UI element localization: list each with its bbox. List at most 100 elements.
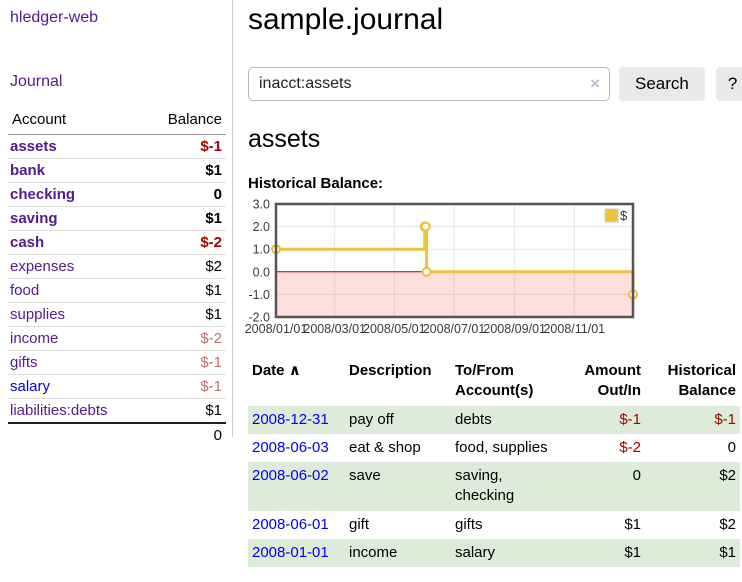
account-balance: $1 xyxy=(143,206,226,231)
account-balance: $-1 xyxy=(143,374,226,399)
account-link-gifts[interactable]: gifts xyxy=(10,354,38,371)
transaction-accounts: salary xyxy=(455,543,496,561)
accounts-total-row: 0 xyxy=(8,422,226,447)
transaction-amount: $-1 xyxy=(619,410,641,428)
svg-text:0.0: 0.0 xyxy=(253,265,270,279)
date-column-header[interactable]: Date ∧ xyxy=(252,362,301,379)
description-column-header: Description xyxy=(349,362,432,379)
register-row: 2008-01-01 income salary $1 $1 xyxy=(248,538,740,567)
sidebar: hledger-web Journal Account Balance asse… xyxy=(0,0,233,447)
accounts-total-value: 0 xyxy=(143,422,226,447)
transaction-description: income xyxy=(349,543,398,561)
transaction-amount: $1 xyxy=(624,515,641,533)
transaction-balance: $-1 xyxy=(714,410,736,428)
sort-ascending-icon[interactable]: ∧ xyxy=(288,362,301,379)
transaction-description: eat & shop xyxy=(349,438,421,456)
register-row: 2008-06-01 gift gifts $1 $2 xyxy=(248,511,740,539)
account-row-supplies: supplies $1 xyxy=(8,302,226,327)
account-balance: $2 xyxy=(143,254,226,279)
account-row-salary: salary $-1 xyxy=(8,374,226,399)
account-link-assets[interactable]: assets xyxy=(10,138,57,155)
transaction-accounts: gifts xyxy=(455,515,483,533)
transaction-accounts: debts xyxy=(455,410,492,428)
chart-canvas[interactable]: $3.0 2.0 1.0 0.0 -1.0 -2.02008/01/012008/03/0… xyxy=(243,197,742,345)
account-link-salary[interactable]: salary xyxy=(10,378,51,395)
balance-column-header: Balance xyxy=(143,107,226,135)
chart-label: Historical Balance: xyxy=(248,175,384,192)
transaction-date-link[interactable]: 2008-01-01 xyxy=(252,543,329,561)
transaction-amount: $-2 xyxy=(619,438,641,456)
transaction-balance: $2 xyxy=(719,467,736,484)
help-button[interactable]: ? xyxy=(715,67,742,101)
account-row-assets: assets $-1 xyxy=(8,134,226,159)
account-balance: $-1 xyxy=(143,350,226,375)
journal-title: sample.journal xyxy=(248,3,444,36)
account-heading: assets xyxy=(248,125,321,153)
transaction-description: save xyxy=(349,467,381,484)
register-row: 2008-12-31 pay off debts $-1 $-1 xyxy=(248,405,740,434)
svg-text:2008/05/01: 2008/05/01 xyxy=(363,322,426,336)
transaction-description: gift xyxy=(349,515,370,533)
search-bar: × Search ? xyxy=(248,67,742,101)
svg-text:2008/03/01: 2008/03/01 xyxy=(303,322,366,336)
svg-text:-1.0: -1.0 xyxy=(248,288,270,302)
account-balance: $1 xyxy=(143,302,226,327)
svg-text:2008/09/01: 2008/09/01 xyxy=(483,322,546,336)
account-column-header: Account xyxy=(8,107,144,135)
transaction-date-link[interactable]: 2008-12-31 xyxy=(252,410,329,428)
transaction-description: pay off xyxy=(349,410,394,428)
transaction-balance: $2 xyxy=(719,515,736,533)
transaction-date-link[interactable]: 2008-06-03 xyxy=(252,438,329,456)
amount-column-header: Amount Out/In xyxy=(584,362,641,400)
transaction-date-link[interactable]: 2008-06-01 xyxy=(252,515,329,533)
app-title-link[interactable]: hledger-web xyxy=(10,9,99,26)
account-row-expenses: expenses $2 xyxy=(8,254,226,279)
account-link-supplies[interactable]: supplies xyxy=(10,306,66,323)
account-link-checking[interactable]: checking xyxy=(10,186,76,203)
svg-text:2008/01/01: 2008/01/01 xyxy=(245,322,308,336)
account-row-income: income $-2 xyxy=(8,326,226,351)
accounts-column-header: To/From Account(s) xyxy=(455,362,534,400)
svg-text:2.0: 2.0 xyxy=(253,220,270,234)
account-balance: $-2 xyxy=(143,326,226,351)
clear-search-icon[interactable]: × xyxy=(590,74,600,93)
account-row-cash: cash $-2 xyxy=(8,230,226,255)
svg-text:1.0: 1.0 xyxy=(253,243,270,257)
svg-text:$: $ xyxy=(620,208,628,223)
account-balance: $-1 xyxy=(143,134,226,159)
account-link-saving[interactable]: saving xyxy=(10,210,58,227)
svg-text:3.0: 3.0 xyxy=(253,198,270,212)
transaction-amount: $1 xyxy=(624,543,641,561)
register-table: Date ∧ Description To/From Account(s) Am… xyxy=(248,357,740,567)
account-row-food: food $1 xyxy=(8,278,226,303)
account-row-checking: checking 0 xyxy=(8,182,226,207)
account-row-gifts: gifts $-1 xyxy=(8,350,226,375)
transaction-balance: 0 xyxy=(727,438,736,456)
register-row: 2008-06-02 save saving, checking 0 $2 xyxy=(248,462,740,511)
accounts-table: Account Balance assets $-1 bank $1 check… xyxy=(8,107,226,447)
svg-text:2008/11/01: 2008/11/01 xyxy=(543,322,605,336)
historical-balance-chart[interactable]: $3.0 2.0 1.0 0.0 -1.0 -2.0 2008/01/01 2008/03/0… xyxy=(245,197,742,345)
svg-text:-2.0: -2.0 xyxy=(248,311,270,325)
account-balance: $1 xyxy=(143,398,226,424)
account-link-liabilities-debts[interactable]: liabilities:debts xyxy=(10,402,108,419)
account-link-food[interactable]: food xyxy=(10,282,40,299)
transaction-date-link[interactable]: 2008-06-02 xyxy=(252,467,329,484)
search-input[interactable] xyxy=(248,67,610,101)
account-link-income[interactable]: income xyxy=(10,330,59,347)
transaction-amount: 0 xyxy=(632,467,641,484)
account-row-saving: saving $1 xyxy=(8,206,226,231)
account-link-bank[interactable]: bank xyxy=(10,162,46,179)
transaction-accounts: saving, checking xyxy=(455,467,515,505)
account-balance: 0 xyxy=(143,182,226,207)
sidebar-item-journal[interactable]: Journal xyxy=(10,73,63,90)
accounts-table-header: Account Balance xyxy=(8,107,226,135)
account-link-expenses[interactable]: expenses xyxy=(10,258,75,275)
register-row: 2008-06-03 eat & shop food, supplies $-2… xyxy=(248,434,740,462)
search-button[interactable]: Search xyxy=(619,67,705,101)
account-balance: $1 xyxy=(143,158,226,183)
account-balance: $-2 xyxy=(143,230,226,255)
transaction-balance: $1 xyxy=(719,543,736,561)
account-row-bank: bank $1 xyxy=(8,158,226,183)
account-link-cash[interactable]: cash xyxy=(10,234,45,251)
